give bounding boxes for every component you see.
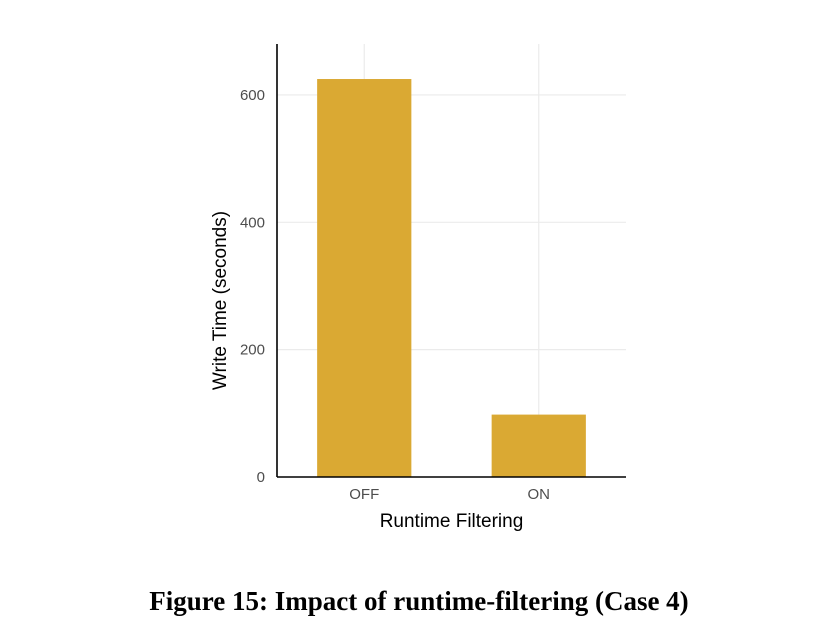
tick-labels: 0 200 400 600 OFF ON	[240, 87, 550, 503]
y-tick-label: 0	[257, 469, 265, 486]
bar-off	[317, 79, 412, 477]
y-tick-label: 200	[240, 342, 265, 359]
axes	[276, 44, 626, 478]
figure-caption: Figure 15: Impact of runtime-filtering (…	[149, 586, 689, 616]
x-axis-title: Runtime Filtering	[380, 511, 524, 532]
bar-chart: 0 200 400 600 OFF ON Runtime Filtering Write …	[210, 44, 626, 532]
bar-on	[491, 414, 586, 477]
y-tick-label: 600	[240, 87, 265, 104]
y-axis-title: Write Time (seconds)	[210, 211, 231, 390]
y-tick-label: 400	[240, 214, 265, 231]
x-tick-label: ON	[528, 486, 551, 503]
bars	[317, 79, 586, 477]
x-tick-label: OFF	[349, 486, 379, 503]
